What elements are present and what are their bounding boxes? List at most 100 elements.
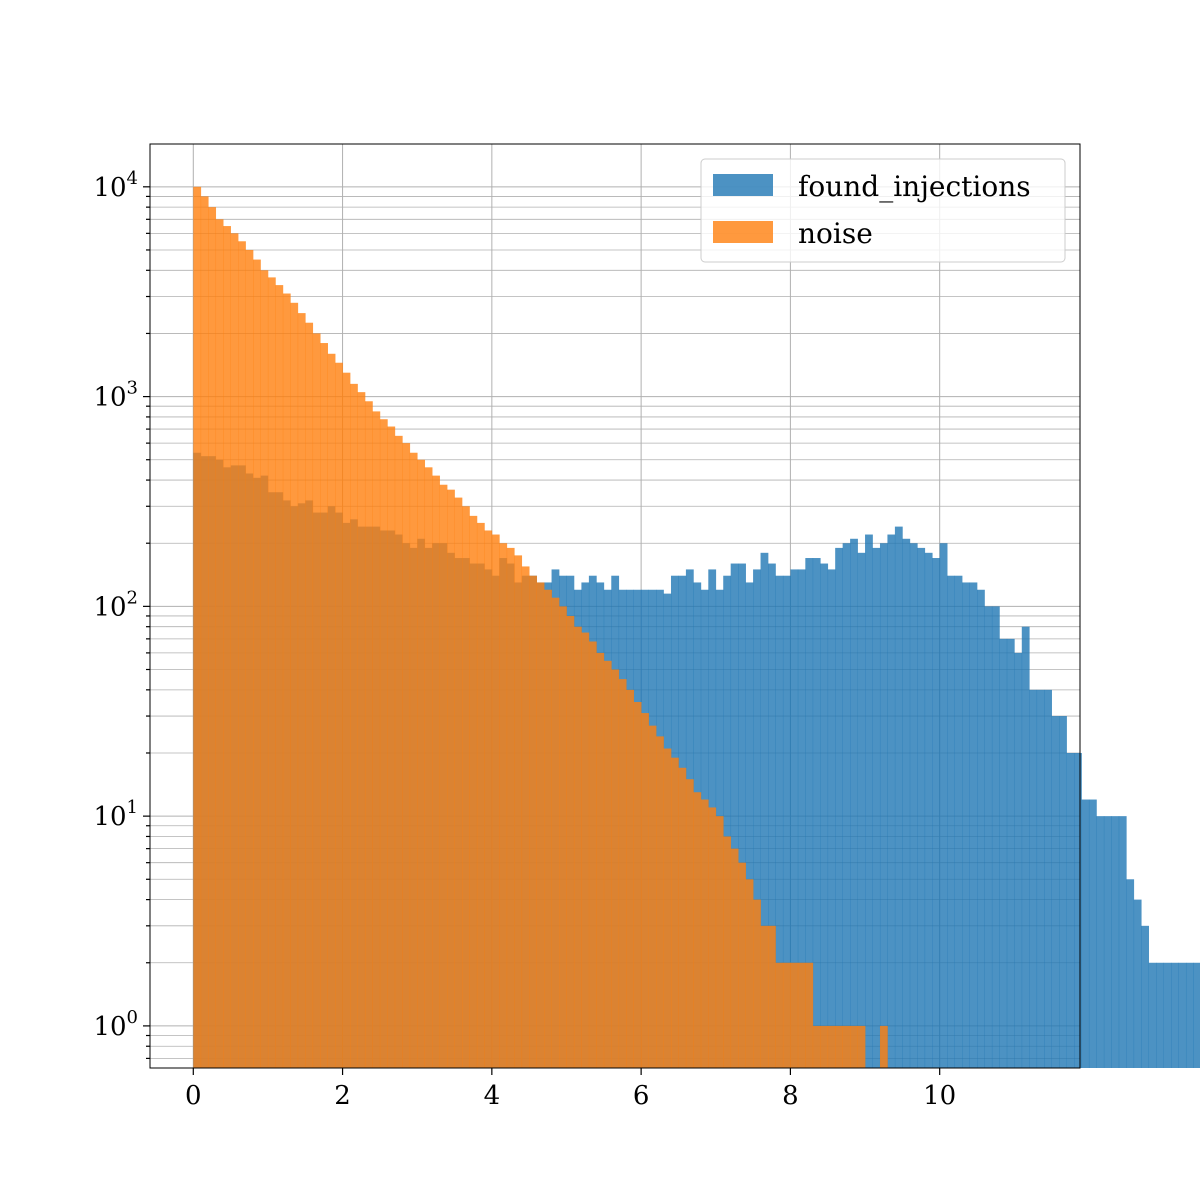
bar-found_injections-89 xyxy=(857,552,866,1068)
bar-found_injections-76 xyxy=(760,552,769,1068)
bar-noise-60 xyxy=(641,713,649,1068)
bar-noise-87 xyxy=(842,1025,851,1068)
bar-noise-53 xyxy=(588,641,597,1068)
bar-found_injections-74 xyxy=(745,582,754,1068)
bar-found_injections-84 xyxy=(820,563,829,1068)
bar-noise-37 xyxy=(469,515,478,1068)
bar-noise-58 xyxy=(626,689,635,1068)
bar-found_injections-128 xyxy=(1148,962,1157,1068)
bar-noise-8 xyxy=(253,259,261,1068)
bar-noise-70 xyxy=(715,816,724,1068)
bar-noise-46 xyxy=(536,582,545,1068)
bar-noise-48 xyxy=(551,597,560,1068)
bar-found_injections-103 xyxy=(962,582,970,1068)
plot-area xyxy=(149,143,1200,1069)
bar-noise-4 xyxy=(223,226,231,1068)
bar-noise-18 xyxy=(327,353,336,1068)
y-tick-label-1: 100 xyxy=(93,1007,138,1042)
bar-noise-49 xyxy=(559,606,567,1068)
bar-found_injections-75 xyxy=(753,569,761,1068)
bar-noise-67 xyxy=(693,792,702,1068)
bar-noise-40 xyxy=(491,534,500,1068)
bar-noise-20 xyxy=(342,372,351,1068)
legend-label-noise: noise xyxy=(798,217,873,250)
y-tick-label-10000: 104 xyxy=(93,168,138,203)
series-noise xyxy=(193,186,888,1069)
bar-noise-6 xyxy=(238,241,246,1068)
bar-found_injections-112 xyxy=(1029,689,1038,1068)
bar-noise-36 xyxy=(461,506,470,1068)
bar-found_injections-110 xyxy=(1014,652,1023,1068)
bar-found_injections-101 xyxy=(947,575,955,1068)
bar-found_injections-127 xyxy=(1141,925,1150,1068)
y-tick-label-100: 102 xyxy=(93,587,138,622)
bar-found_injections-122 xyxy=(1103,816,1112,1068)
bar-noise-16 xyxy=(312,333,321,1068)
bar-found_injections-95 xyxy=(902,538,911,1068)
bar-noise-62 xyxy=(656,736,664,1068)
bar-noise-81 xyxy=(797,962,806,1068)
x-tick-label-6: 6 xyxy=(633,1081,650,1111)
bar-found_injections-98 xyxy=(924,552,933,1068)
bar-noise-28 xyxy=(402,443,411,1068)
bar-noise-23 xyxy=(364,401,373,1068)
bar-noise-78 xyxy=(775,962,784,1068)
bar-found_injections-125 xyxy=(1126,879,1135,1068)
bar-found_injections-126 xyxy=(1133,899,1142,1068)
bar-noise-54 xyxy=(596,652,605,1068)
bar-noise-39 xyxy=(484,530,493,1068)
bar-noise-88 xyxy=(850,1025,858,1068)
bar-noise-5 xyxy=(230,233,239,1069)
bar-found_injections-114 xyxy=(1044,689,1052,1068)
bar-found_injections-119 xyxy=(1081,799,1090,1068)
bar-found_injections-117 xyxy=(1066,752,1075,1068)
bar-noise-51 xyxy=(573,626,582,1068)
bar-noise-63 xyxy=(663,748,672,1068)
bar-found_injections-120 xyxy=(1088,799,1097,1068)
bar-found_injections-90 xyxy=(865,534,873,1068)
bar-noise-68 xyxy=(700,799,709,1068)
legend-swatch-noise xyxy=(713,221,773,243)
bar-noise-69 xyxy=(708,807,717,1068)
bar-noise-11 xyxy=(275,285,284,1069)
bar-noise-35 xyxy=(454,497,463,1069)
bar-found_injections-129 xyxy=(1156,962,1164,1068)
bar-noise-32 xyxy=(432,475,440,1068)
bar-noise-47 xyxy=(544,589,552,1068)
bar-noise-24 xyxy=(372,411,381,1068)
bar-found_injections-93 xyxy=(887,534,896,1068)
y-tick-label-1000: 103 xyxy=(93,378,138,413)
bar-noise-17 xyxy=(320,343,328,1068)
bar-found_injections-132 xyxy=(1178,962,1187,1068)
x-tick-label-2: 2 xyxy=(334,1081,351,1111)
bar-found_injections-78 xyxy=(775,575,784,1068)
y-axis: 100 101 102 103 104 xyxy=(93,168,150,1060)
bar-found_injections-92 xyxy=(879,543,888,1068)
bar-found_injections-108 xyxy=(999,638,1008,1068)
bar-noise-0 xyxy=(193,186,202,1068)
bar-found_injections-134 xyxy=(1193,962,1200,1068)
bar-found_injections-77 xyxy=(768,563,776,1068)
bar-found_injections-71 xyxy=(723,575,732,1068)
bar-found_injections-130 xyxy=(1163,962,1172,1068)
histogram-bars xyxy=(193,186,1200,1069)
bar-found_injections-80 xyxy=(790,569,799,1068)
bar-noise-71 xyxy=(723,836,732,1068)
bar-found_injections-105 xyxy=(977,589,985,1068)
bar-noise-77 xyxy=(768,925,776,1068)
bar-found_injections-91 xyxy=(872,547,881,1068)
x-tick-label-4: 4 xyxy=(484,1081,501,1111)
bar-noise-34 xyxy=(447,489,455,1068)
bar-noise-42 xyxy=(506,547,515,1068)
bar-found_injections-82 xyxy=(805,558,814,1068)
bar-noise-50 xyxy=(566,615,575,1068)
bar-noise-65 xyxy=(678,767,687,1068)
legend: found_injections noise xyxy=(700,158,1066,263)
bar-noise-15 xyxy=(305,322,314,1069)
bar-found_injections-97 xyxy=(917,547,926,1068)
bar-noise-31 xyxy=(424,467,433,1069)
bar-found_injections-73 xyxy=(738,563,746,1068)
bar-found_injections-102 xyxy=(954,575,963,1068)
bar-noise-73 xyxy=(738,862,746,1068)
y-tick-label-10: 101 xyxy=(93,797,138,832)
